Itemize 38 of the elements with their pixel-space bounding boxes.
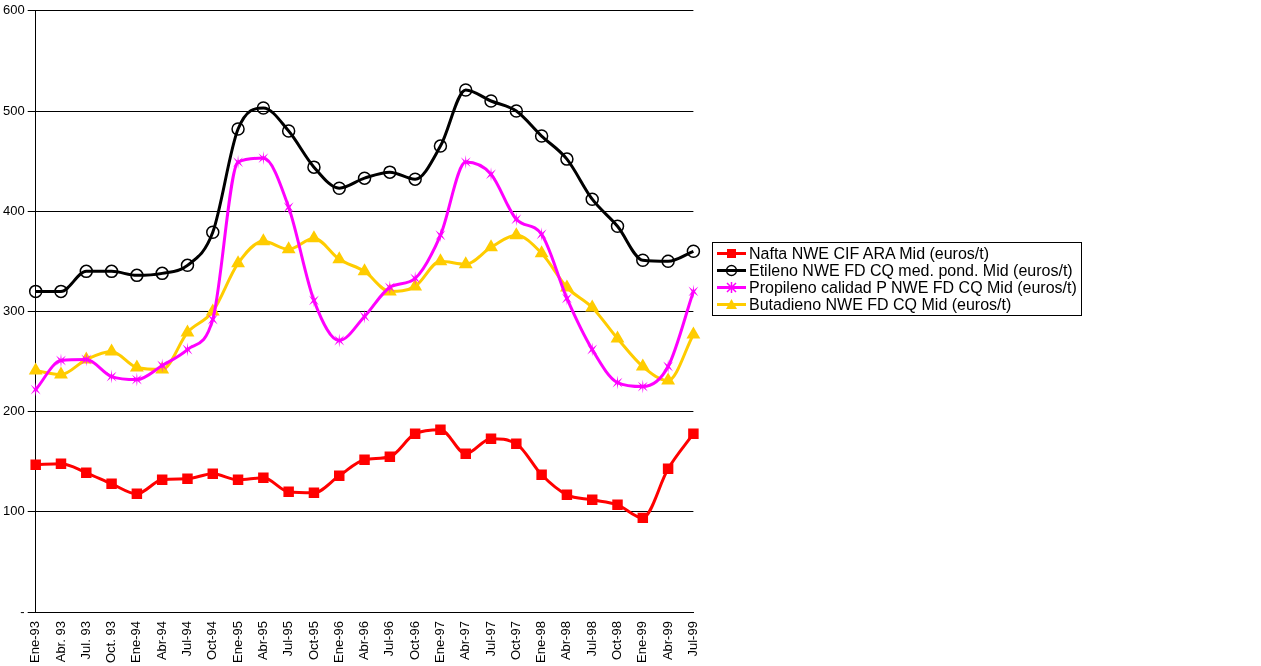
legend-label: Propileno calidad P NWE FD CQ Mid (euros/t) xyxy=(749,279,1077,296)
y-tick-label: - xyxy=(20,603,25,619)
legend-label: Nafta NWE CIF ARA Mid (euros/t) xyxy=(749,245,990,262)
x-tick-label: Oct-94 xyxy=(204,621,220,661)
x-tick-label: Ene-99 xyxy=(634,621,650,663)
x-tick-label: Ene-94 xyxy=(128,621,144,663)
x-tick-label: Jul-96 xyxy=(381,621,397,657)
y-tick-label: 400 xyxy=(2,202,25,218)
x-tick-label: Oct. 93 xyxy=(103,621,119,663)
x-tick-label: Oct-95 xyxy=(305,621,321,661)
x-tick-label: Jul-98 xyxy=(583,621,599,657)
x-tick-label: Abr. 93 xyxy=(52,621,68,663)
y-tick-label: 300 xyxy=(2,303,25,319)
x-tick-label: Ene-98 xyxy=(533,621,549,663)
x-tick-label: Oct-96 xyxy=(406,621,422,661)
x-tick-label: Abr-95 xyxy=(254,621,270,661)
x-tick-label: Oct-97 xyxy=(507,621,523,661)
x-tick-label: Abr-98 xyxy=(558,621,574,661)
legend-label: Butadieno NWE FD CQ Mid (euros/t) xyxy=(749,296,1012,313)
x-tick-label: Abr-94 xyxy=(153,621,169,661)
legend-label: Etileno NWE FD CQ med. pond. Mid (euros/t) xyxy=(749,262,1073,279)
x-tick-label: Jul-94 xyxy=(179,621,195,657)
x-tick-label: Ene-93 xyxy=(27,621,43,663)
y-tick-label: 600 xyxy=(2,2,25,18)
y-tick-label: 500 xyxy=(2,102,25,118)
x-tick-label: Ene-95 xyxy=(229,621,245,663)
y-tick-label: 100 xyxy=(2,503,25,519)
x-tick-label: Ene-96 xyxy=(330,621,346,663)
x-tick-label: Abr-96 xyxy=(356,621,372,661)
x-tick-label: Abr-97 xyxy=(457,621,473,661)
x-tick-label: Jul-99 xyxy=(684,621,700,657)
y-tick-label: 200 xyxy=(2,403,25,419)
x-tick-label: Oct-98 xyxy=(609,621,625,661)
x-tick-label: Ene-97 xyxy=(432,621,448,663)
x-tick-label: Jul-97 xyxy=(482,621,498,657)
x-tick-label: Jul-95 xyxy=(280,621,296,657)
x-tick-label: Jul. 93 xyxy=(77,621,93,660)
x-tick-label: Abr-99 xyxy=(659,621,675,661)
